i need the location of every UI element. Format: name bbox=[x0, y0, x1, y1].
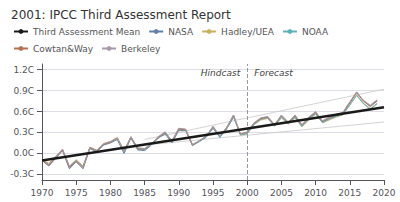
svg-text:2000: 2000 bbox=[236, 188, 259, 198]
svg-text:Forecast: Forecast bbox=[254, 68, 293, 78]
svg-text:2010: 2010 bbox=[304, 188, 327, 198]
svg-text:Hindcast: Hindcast bbox=[201, 68, 241, 78]
svg-text:2015: 2015 bbox=[338, 188, 361, 198]
svg-text:2005: 2005 bbox=[270, 188, 293, 198]
svg-text:Berkeley: Berkeley bbox=[121, 44, 161, 54]
svg-text:1985: 1985 bbox=[133, 188, 156, 198]
svg-text:-0.3C: -0.3C bbox=[10, 169, 34, 179]
svg-text:0.0C: 0.0C bbox=[13, 148, 34, 158]
svg-text:1995: 1995 bbox=[202, 188, 225, 198]
svg-text:1.2C: 1.2C bbox=[13, 65, 34, 75]
svg-text:0.6C: 0.6C bbox=[13, 107, 34, 117]
svg-text:NASA: NASA bbox=[168, 27, 194, 37]
svg-text:NOAA: NOAA bbox=[302, 27, 329, 37]
svg-text:1990: 1990 bbox=[167, 188, 190, 198]
svg-text:2020: 2020 bbox=[373, 188, 396, 198]
svg-text:1970: 1970 bbox=[31, 188, 54, 198]
svg-text:0.9C: 0.9C bbox=[13, 86, 34, 96]
svg-text:Cowtan&Way: Cowtan&Way bbox=[33, 44, 94, 54]
svg-text:0.3C: 0.3C bbox=[13, 127, 34, 137]
svg-text:1975: 1975 bbox=[65, 188, 88, 198]
svg-text:Third Assessment Mean: Third Assessment Mean bbox=[32, 27, 140, 37]
svg-text:Hadley/UEA: Hadley/UEA bbox=[221, 27, 275, 37]
svg-text:1980: 1980 bbox=[99, 188, 122, 198]
svg-text:2001: IPCC Third Assessment Re: 2001: IPCC Third Assessment Report bbox=[11, 8, 231, 22]
